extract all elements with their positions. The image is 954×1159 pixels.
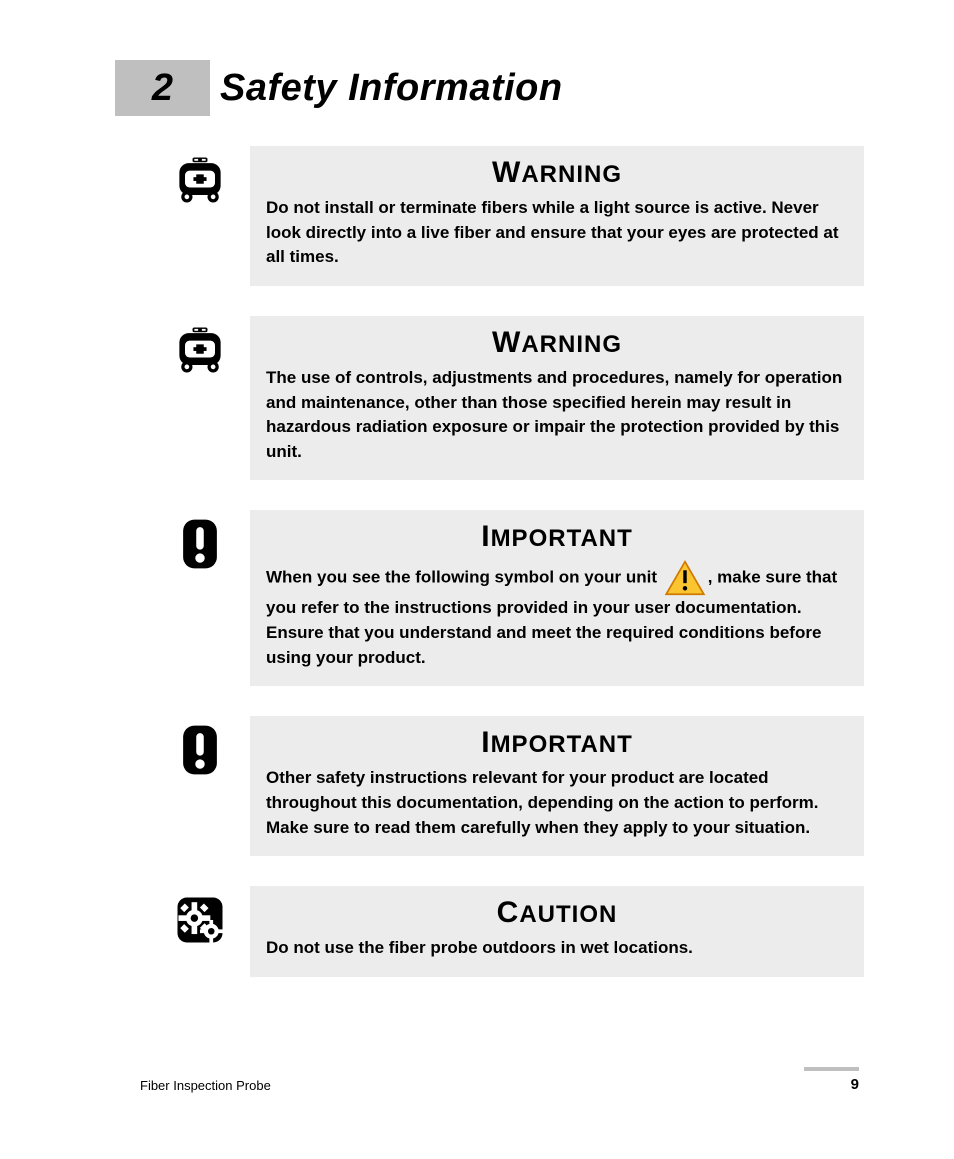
chapter-number: 2 [115, 60, 210, 116]
page-footer: Fiber Inspection Probe 9 [140, 1076, 859, 1093]
footer-rule [804, 1067, 859, 1071]
important-block-2: IMPORTANT Other safety instructions rele… [170, 716, 864, 856]
notice-text: Do not install or terminate fibers while… [266, 196, 848, 270]
notice-body: IMPORTANT When you see the following sym… [250, 510, 864, 686]
notice-body: IMPORTANT Other safety instructions rele… [250, 716, 864, 856]
notice-body: CAUTION Do not use the fiber probe outdo… [250, 886, 864, 977]
page: 2 Safety Information WARNING Do not inst… [0, 0, 954, 1159]
ambulance-icon [170, 150, 232, 210]
warning-block-1: WARNING Do not install or terminate fibe… [170, 146, 864, 286]
exclaim-icon [170, 720, 232, 780]
page-number: 9 [851, 1076, 859, 1093]
gear-icon [170, 890, 232, 950]
notice-heading: WARNING [266, 326, 848, 360]
notice-body: WARNING The use of controls, adjustments… [250, 316, 864, 481]
chapter-header: 2 Safety Information [115, 60, 864, 116]
notice-heading: WARNING [266, 156, 848, 190]
notice-heading: CAUTION [266, 896, 848, 930]
notice-heading: IMPORTANT [266, 520, 848, 554]
notice-heading: IMPORTANT [266, 726, 848, 760]
chapter-title: Safety Information [220, 67, 563, 110]
ambulance-icon [170, 320, 232, 380]
exclaim-icon [170, 514, 232, 574]
warning-block-2: WARNING The use of controls, adjustments… [170, 316, 864, 481]
caution-block: CAUTION Do not use the fiber probe outdo… [170, 886, 864, 977]
notice-text: Do not use the fiber probe outdoors in w… [266, 936, 848, 961]
notice-text: The use of controls, adjustments and pro… [266, 366, 848, 465]
notice-body: WARNING Do not install or terminate fibe… [250, 146, 864, 286]
important-block-1: IMPORTANT When you see the following sym… [170, 510, 864, 686]
notice-text: Other safety instructions relevant for y… [266, 766, 848, 840]
notice-text: When you see the following symbol on you… [266, 560, 848, 670]
footer-product: Fiber Inspection Probe [140, 1078, 271, 1093]
triangle-warning-icon [664, 560, 706, 596]
